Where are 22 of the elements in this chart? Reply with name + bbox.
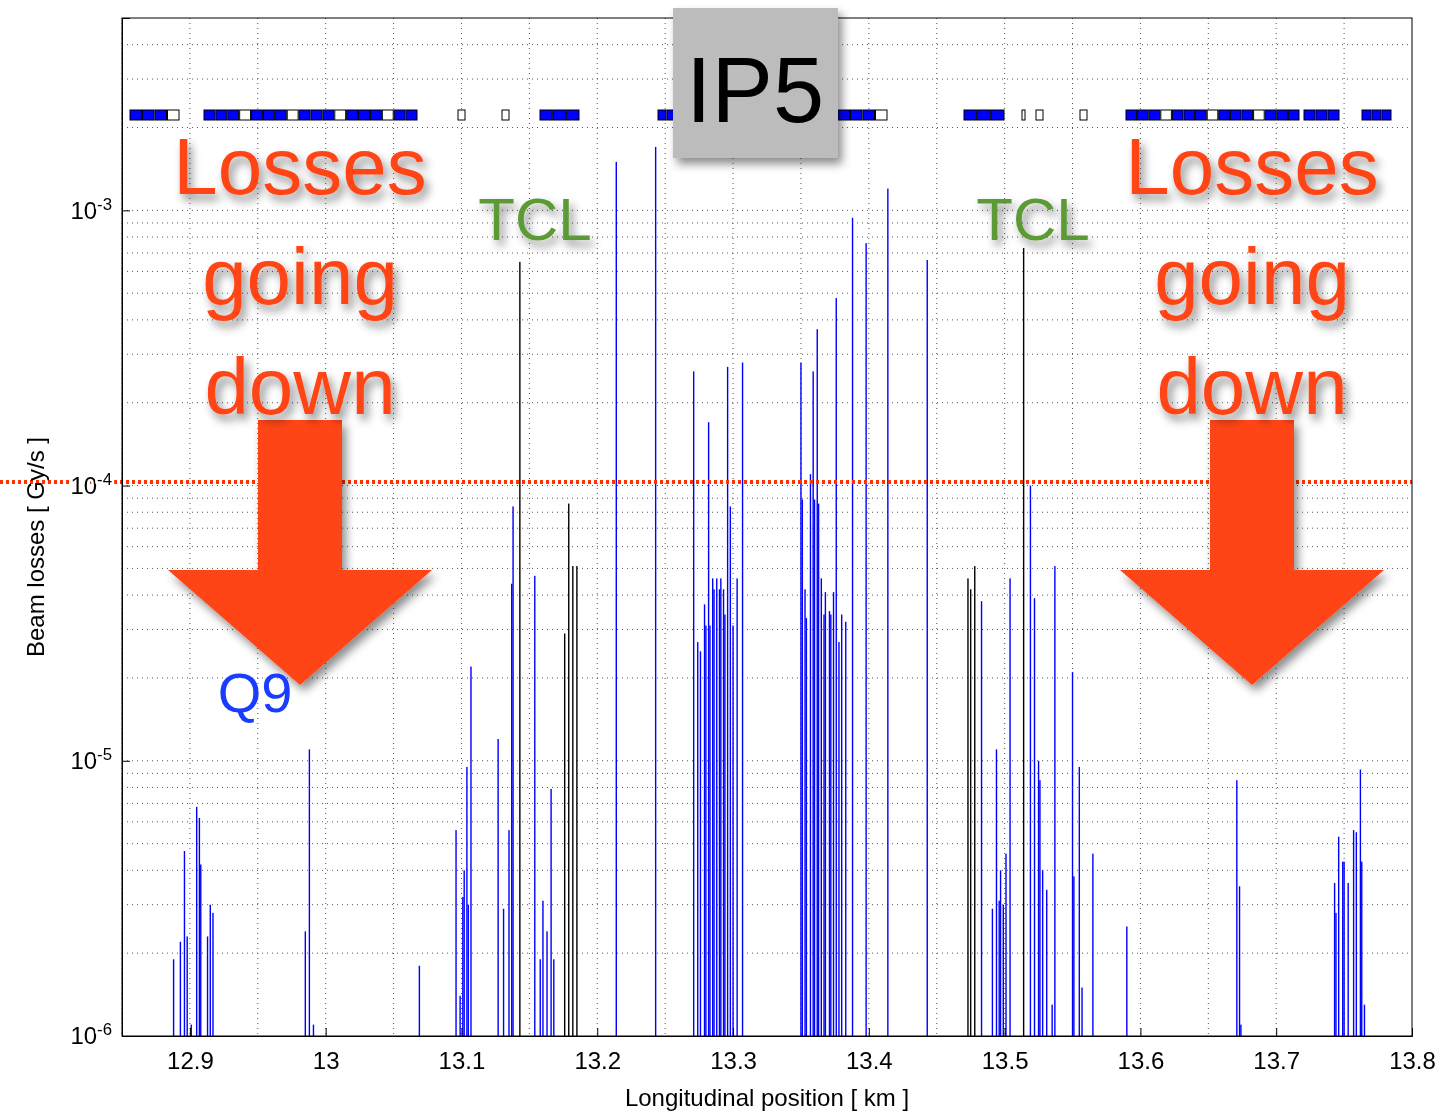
x-tick-label: 12.9	[167, 1047, 214, 1075]
annotation: TCL	[478, 186, 592, 253]
annotation: Losses going down	[173, 122, 427, 431]
annotation: Losses going down	[1125, 122, 1379, 431]
x-tick-label: 13.6	[1117, 1047, 1165, 1075]
x-tick-label: 13.4	[845, 1047, 893, 1075]
annotation: Q9	[217, 661, 293, 724]
x-tick-label: 13.7	[1253, 1047, 1301, 1075]
x-axis-title: Longitudinal position [ km ]	[624, 1084, 910, 1111]
y-tick-label: 10$^{-3}$	[70, 194, 112, 224]
y-axis-title: Beam losses [ Gy/s ]	[22, 436, 49, 658]
x-tick-label: 13.5	[981, 1047, 1029, 1075]
annotation: IP5	[685, 39, 825, 141]
x-tick-label: 13	[312, 1047, 340, 1075]
y-tick-label: 10$^{-4}$	[70, 469, 112, 499]
y-tick-label: 10$^{-6}$	[70, 1019, 112, 1050]
x-tick-label: 13.2	[574, 1047, 622, 1075]
y-tick-label: 10$^{-5}$	[70, 744, 112, 774]
x-tick-label: 13.1	[438, 1047, 486, 1075]
annotation: TCL	[976, 186, 1090, 253]
x-tick-label: 13.8	[1389, 1047, 1436, 1075]
x-tick-label: 13.3	[710, 1047, 757, 1075]
